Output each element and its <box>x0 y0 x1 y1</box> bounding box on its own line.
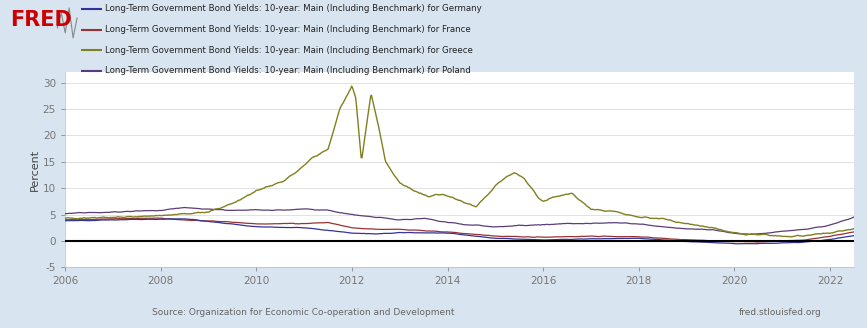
Text: Source: Organization for Economic Co-operation and Development: Source: Organization for Economic Co-ope… <box>153 308 454 317</box>
Text: FRED: FRED <box>10 10 72 30</box>
Text: Long-Term Government Bond Yields: 10-year: Main (Including Benchmark) for France: Long-Term Government Bond Yields: 10-yea… <box>105 25 471 34</box>
Text: Long-Term Government Bond Yields: 10-year: Main (Including Benchmark) for German: Long-Term Government Bond Yields: 10-yea… <box>105 4 482 13</box>
Text: Long-Term Government Bond Yields: 10-year: Main (Including Benchmark) for Greece: Long-Term Government Bond Yields: 10-yea… <box>105 46 473 55</box>
Text: fred.stlouisfed.org: fred.stlouisfed.org <box>739 308 822 317</box>
Text: Long-Term Government Bond Yields: 10-year: Main (Including Benchmark) for Poland: Long-Term Government Bond Yields: 10-yea… <box>105 66 471 75</box>
Y-axis label: Percent: Percent <box>30 149 40 191</box>
